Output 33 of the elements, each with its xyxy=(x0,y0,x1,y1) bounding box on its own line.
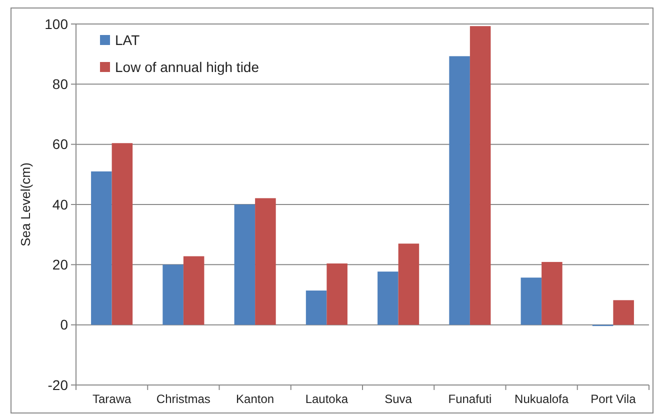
y-tick-label: -20 xyxy=(48,376,68,393)
y-tick-label: 80 xyxy=(52,76,68,92)
bar xyxy=(520,278,542,325)
x-tick-label: Port Vila xyxy=(590,392,636,406)
bar xyxy=(162,264,184,325)
bar xyxy=(470,26,491,325)
bar xyxy=(183,256,204,325)
y-tick-label: 40 xyxy=(52,196,68,212)
y-axis-title: Sea Level(cm) xyxy=(18,162,33,246)
x-tick-label: Lautoka xyxy=(305,392,348,406)
bar xyxy=(542,262,562,325)
x-tick-label: Tarawa xyxy=(92,392,132,406)
bar xyxy=(613,300,634,325)
bar xyxy=(306,290,327,325)
x-tick-label: Funafuti xyxy=(448,392,492,406)
legend-label: LAT xyxy=(115,32,140,48)
legend-label: Low of annual high tide xyxy=(115,58,260,75)
bar xyxy=(398,244,420,325)
bar xyxy=(91,171,112,325)
y-tick-label: 100 xyxy=(44,16,68,32)
y-tick-label: 60 xyxy=(52,136,68,152)
bar xyxy=(234,204,256,325)
bar xyxy=(378,272,398,325)
x-tick-label: Kanton xyxy=(236,392,274,406)
x-tick-label: Suva xyxy=(384,392,412,406)
y-tick-label: 20 xyxy=(52,256,68,273)
y-tick-label: 0 xyxy=(60,316,68,333)
bar xyxy=(112,143,133,325)
x-tick-label: Nukualofa xyxy=(514,392,569,406)
bar xyxy=(326,263,348,325)
x-tick-label: Christmas xyxy=(156,392,210,406)
bar xyxy=(255,198,276,325)
bar xyxy=(449,56,470,325)
